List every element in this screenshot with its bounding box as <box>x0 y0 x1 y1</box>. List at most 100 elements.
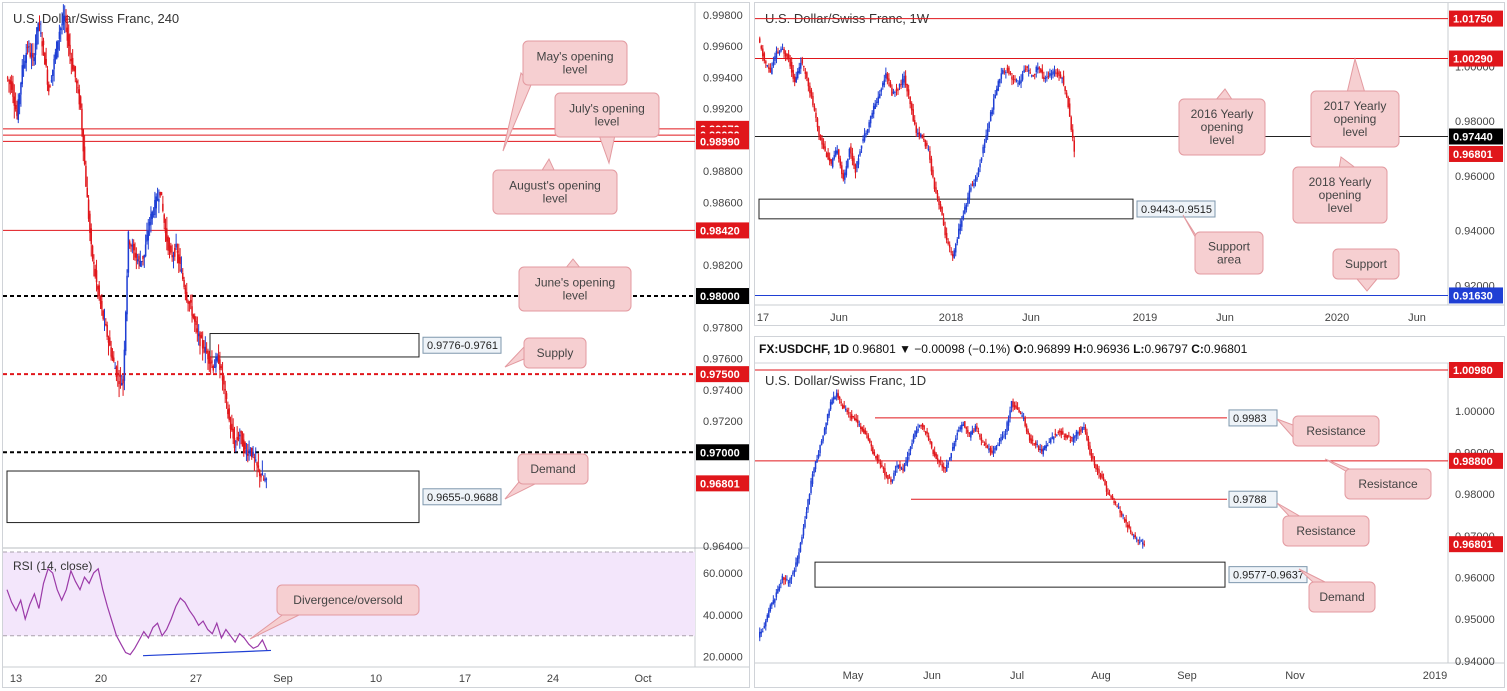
candle-body <box>962 215 965 220</box>
candle-body <box>841 165 843 175</box>
candle-body <box>904 75 907 86</box>
h4-demand-zone-label: 0.9655-0.9688 <box>427 492 498 504</box>
d1-chart-panel[interactable]: FX:USDCHF, 1D 0.96801 ▼ −0.00098 (−0.1%)… <box>754 336 1505 688</box>
candle-body <box>831 399 833 405</box>
candle-body <box>1140 540 1142 542</box>
h4-demand-zone <box>6 470 420 524</box>
candle-body <box>825 422 827 430</box>
candle-body <box>1012 79 1015 81</box>
candle-body <box>1095 464 1097 470</box>
candle-body <box>988 448 990 451</box>
w1-level-yearly-2018-tag-bg <box>1449 128 1503 145</box>
candle-body <box>58 31 61 39</box>
candle-body <box>838 396 841 400</box>
candle-body <box>840 401 842 403</box>
candle-body <box>999 78 1001 84</box>
candle-body <box>835 392 838 397</box>
candle-body <box>760 631 763 634</box>
h4-callout-may-box <box>522 40 628 86</box>
candle-body <box>763 53 766 61</box>
candle-body <box>813 106 816 111</box>
candle-body <box>17 99 20 121</box>
candle-body <box>860 145 863 149</box>
w1-level-support-level-tag: 0.91630 <box>1453 290 1493 302</box>
candle-body <box>885 475 888 477</box>
d1-level-resistance-988-tag: 0.98800 <box>1453 456 1493 468</box>
candle-body <box>814 461 817 470</box>
candle-body <box>227 409 229 415</box>
candle-body <box>995 445 998 450</box>
candle-body <box>220 366 222 368</box>
candle-body <box>768 66 770 69</box>
candle-body <box>872 447 874 454</box>
candle-body <box>929 150 931 160</box>
candle-body <box>1012 401 1014 407</box>
candle-body <box>958 228 960 239</box>
candle-body <box>923 425 925 430</box>
d1-symbol: FX:USDCHF, 1D <box>759 342 849 356</box>
candle-body <box>1030 75 1033 77</box>
d1-chart: FX:USDCHF, 1D 0.96801 ▼ −0.00098 (−0.1%)… <box>755 337 1504 682</box>
h4-chart-panel[interactable]: U.S. Dollar/Swiss Franc, 240 0.99800 0.996… <box>2 2 750 688</box>
candle-body <box>94 268 96 277</box>
candle-body <box>798 552 800 559</box>
w1-callout-support-box <box>1332 248 1400 280</box>
rsi-y-tick: 20.0000 <box>703 652 743 664</box>
candle-body <box>790 61 793 73</box>
candle-body <box>180 269 183 272</box>
candle-body <box>155 196 157 209</box>
candle-body <box>261 473 264 476</box>
candle-body <box>140 260 143 262</box>
candle-body <box>926 142 928 146</box>
candle-body <box>37 23 39 32</box>
candle-body <box>139 260 142 267</box>
candle-body <box>906 83 908 92</box>
candle-body <box>918 132 921 137</box>
w1-chart-panel[interactable]: U.S. Dollar/Swiss Franc, 1W 1.00000 0.9800… <box>754 2 1505 326</box>
candle-body <box>36 27 38 45</box>
candle-body <box>224 389 226 391</box>
w1-callout-2018-box <box>1292 166 1388 224</box>
candle-body <box>1047 75 1050 77</box>
w1-callout-support-area-box <box>1194 231 1264 275</box>
candle-body <box>231 423 233 431</box>
candle-body <box>1033 73 1036 75</box>
candle-body <box>763 626 766 629</box>
candle-body <box>1128 524 1130 528</box>
candle-body <box>1096 468 1099 470</box>
w1-callout-2016-text: opening <box>1201 120 1244 134</box>
candle-body <box>807 499 809 510</box>
candle-body <box>98 285 100 297</box>
candle-body <box>21 65 24 85</box>
candle-body <box>801 536 803 543</box>
candle-body <box>775 592 778 598</box>
candle-body <box>10 81 13 90</box>
w1-callout-support: Support <box>1332 248 1400 292</box>
candle-body <box>953 442 956 449</box>
h4-callout-august-text: level <box>543 192 568 206</box>
candle-body <box>179 257 181 264</box>
candle-body <box>831 158 834 168</box>
candle-body <box>13 96 16 106</box>
candle-body <box>771 602 773 606</box>
candle-body <box>834 397 836 400</box>
h4-chart-title: U.S. Dollar/Swiss Franc, 240 <box>13 11 179 26</box>
candle-body <box>256 462 258 466</box>
candle-body <box>33 57 35 62</box>
candle-body <box>1078 432 1081 434</box>
candle-body <box>786 53 788 59</box>
candle-body <box>1053 70 1056 75</box>
w1-current-price-tag: 0.96801 <box>1453 149 1493 161</box>
candle-body <box>1014 78 1016 80</box>
candle-body <box>1058 71 1060 76</box>
candle-body <box>49 86 51 88</box>
candle-body <box>887 474 889 480</box>
candle-body <box>913 120 916 125</box>
rsi-callout-divergence-text: Divergence/oversold <box>293 593 402 607</box>
candle-body <box>217 355 220 364</box>
candle-body <box>1021 415 1023 417</box>
candle-body <box>142 256 144 259</box>
h4-y-tick: 0.97200 <box>703 416 743 428</box>
